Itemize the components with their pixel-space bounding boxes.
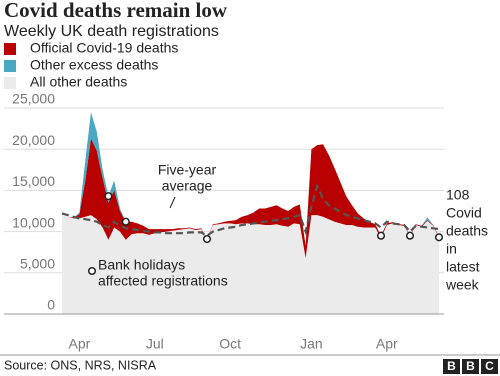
logo-letter: B	[466, 359, 475, 373]
annotation: affected registrations	[98, 273, 228, 289]
annotation: deaths	[446, 223, 488, 239]
bank-holiday-marker	[104, 192, 113, 201]
bank-holiday-marker	[121, 217, 130, 226]
x-tick-label: Jan	[300, 336, 323, 352]
annotation: Covid	[446, 205, 482, 221]
x-tick-label: Jul	[146, 336, 164, 352]
logo-letter: C	[485, 359, 494, 373]
annotation: latest	[446, 259, 480, 275]
chart-title: Covid deaths remain low	[4, 0, 228, 22]
annotation-pointer	[169, 196, 176, 209]
logo-letter: B	[447, 359, 456, 373]
legend-label: All other deaths	[30, 74, 127, 90]
y-tick-label: 25,000	[12, 91, 55, 107]
logo-box	[443, 359, 460, 374]
bank-holiday-marker	[376, 231, 386, 240]
annotation-marker	[87, 266, 97, 276]
y-tick-label: 20,000	[12, 132, 55, 148]
annotation: week	[445, 277, 480, 293]
annotation: Five-year	[158, 162, 217, 178]
annotation: average	[162, 178, 213, 194]
bank-holiday-marker	[202, 234, 212, 244]
y-tick-label: 0	[47, 297, 55, 313]
logo-box	[462, 359, 479, 374]
chart-subtitle: Weekly UK death registrations	[4, 23, 219, 40]
legend-label: Official Covid-19 deaths	[30, 40, 178, 56]
x-tick-label: Apr	[69, 336, 91, 352]
bank-holiday-marker	[405, 231, 415, 240]
annotation: Bank holidays	[98, 257, 185, 273]
x-tick-label: Apr	[376, 336, 398, 352]
x-tick-label: Oct	[219, 336, 241, 352]
annotation: 108	[446, 187, 470, 203]
five-year-average	[61, 183, 440, 238]
y-tick-label: 5,000	[20, 256, 55, 272]
legend-swatch	[4, 43, 16, 55]
legend-label: Other excess deaths	[30, 57, 158, 73]
logo-box	[481, 359, 498, 374]
legend-swatch	[4, 77, 16, 89]
annotation: in	[446, 241, 457, 257]
legend-swatch	[4, 60, 16, 72]
source: Source: ONS, NRS, NISRA	[4, 358, 157, 372]
bank-holiday-marker	[434, 233, 444, 242]
y-tick-label: 15,000	[12, 173, 55, 189]
area-other	[62, 209, 439, 314]
y-tick-label: 10,000	[12, 214, 55, 230]
